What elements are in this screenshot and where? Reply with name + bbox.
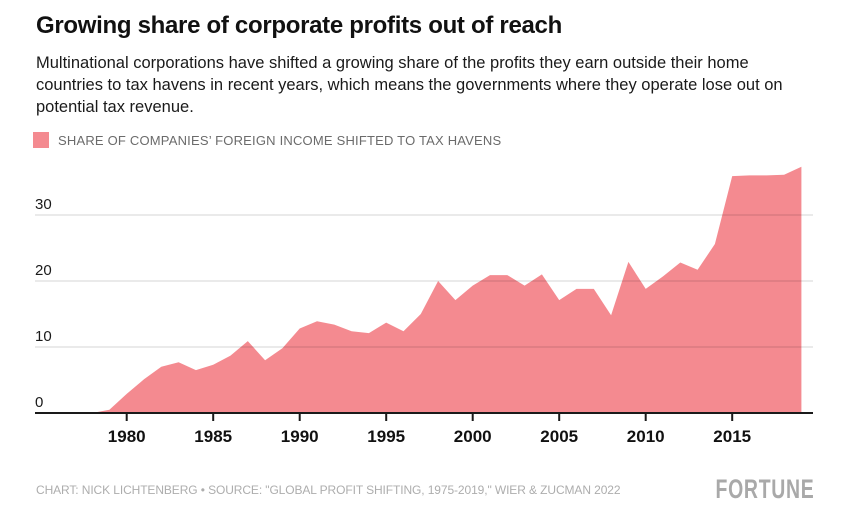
area-series (40, 166, 802, 413)
y-axis-label-30: 30 (35, 196, 52, 213)
credit-line: CHART: NICK LICHTENBERG • SOURCE: "GLOBA… (36, 483, 621, 497)
y-axis-label-0: 0 (35, 394, 43, 411)
x-axis-label-2000: 2000 (454, 427, 492, 446)
x-axis-label-1995: 1995 (367, 427, 405, 446)
x-axis-label-2010: 2010 (627, 427, 665, 446)
legend-label: SHARE OF COMPANIES’ FOREIGN INCOME SHIFT… (58, 133, 502, 148)
chart-title: Growing share of corporate profits out o… (36, 12, 562, 39)
y-axis-label-20: 20 (35, 262, 52, 279)
fortune-logo: FORTUNE (715, 474, 814, 504)
x-axis-label-1990: 1990 (281, 427, 319, 446)
profit-shifting-area-chart: 0 10 20 30 1980 1985 1990 1995 2000 2005 2010 2015 (35, 166, 813, 446)
chart-subtitle: Multinational corporations have shifted … (36, 54, 783, 116)
x-axis-label-2015: 2015 (713, 427, 751, 446)
x-axis-label-2005: 2005 (540, 427, 578, 446)
legend: SHARE OF COMPANIES’ FOREIGN INCOME SHIFT… (33, 132, 501, 148)
legend-swatch (33, 132, 49, 148)
y-axis-label-10: 10 (35, 328, 52, 345)
x-axis-label-1985: 1985 (194, 427, 232, 446)
x-axis-label-1980: 1980 (108, 427, 146, 446)
